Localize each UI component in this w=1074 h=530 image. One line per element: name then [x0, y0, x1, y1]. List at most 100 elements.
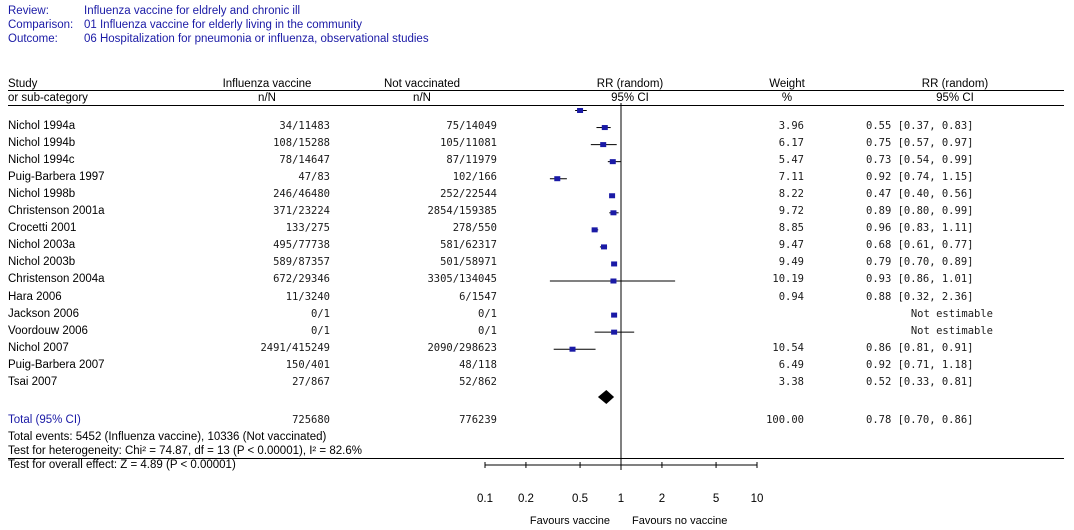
control-events: 87/11979 [446, 154, 497, 166]
header-rule-top [8, 90, 1064, 91]
study-marker [609, 159, 616, 165]
vaccine-events: 27/867 [292, 376, 330, 388]
study-marker [569, 346, 576, 352]
study-name: Nichol 1994b [8, 137, 76, 149]
study-weight: 10.54 [772, 342, 804, 354]
header-rr-sub: 95% CI [936, 92, 974, 104]
control-events: 0/1 [478, 325, 497, 337]
header-control: Not vaccinated [383, 78, 461, 90]
total-rr: 0.78 [0.70, 0.86] [866, 414, 974, 426]
header-plot-sub: 95% CI [611, 92, 649, 104]
comparison-label: Comparison: [8, 19, 74, 31]
footnote-rule [8, 458, 1064, 459]
header-weight-sub: % [781, 92, 793, 104]
x-tick-label: 2 [659, 493, 665, 505]
control-events: 252/22544 [440, 188, 497, 200]
study-weight: 6.49 [778, 359, 804, 371]
study-rr: 0.75 [0.57, 0.97] [866, 137, 974, 149]
control-events: 0/1 [478, 308, 497, 320]
header-vaccine: Influenza vaccine [222, 78, 312, 90]
study-name: Tsai 2007 [8, 376, 58, 388]
study-rr: 0.96 [0.83, 1.11] [866, 222, 974, 234]
study-marker [601, 244, 608, 250]
favours-control-label: Favours no vaccine [632, 515, 727, 527]
review-title: Influenza vaccine for eldrely and chroni… [84, 5, 301, 17]
total-control: 776239 [459, 414, 497, 426]
study-weight: 3.38 [778, 376, 804, 388]
control-events: 2854/159385 [427, 205, 497, 217]
vaccine-events: 0/1 [311, 325, 330, 337]
study-marker [610, 210, 617, 216]
header-study-sub: or sub-category [8, 92, 88, 104]
vaccine-events: 78/14647 [279, 154, 330, 166]
study-rr: 0.86 [0.81, 0.91] [866, 342, 974, 354]
footnote-heterogeneity: Test for heterogeneity: Chi² = 74.87, df… [8, 445, 362, 457]
study-name: Nichol 1998b [8, 188, 76, 200]
study-rr: 0.55 [0.37, 0.83] [866, 120, 974, 132]
study-rr: 0.52 [0.33, 0.81] [866, 376, 974, 388]
vaccine-events: 371/23224 [273, 205, 330, 217]
vaccine-events: 108/15288 [273, 137, 330, 149]
study-weight: 9.72 [778, 205, 804, 217]
header-control-sub: n/N [413, 92, 431, 104]
header-rule-bottom [8, 105, 1064, 106]
vaccine-events: 672/29346 [273, 273, 330, 285]
study-rr: 0.93 [0.86, 1.01] [866, 273, 974, 285]
header-weight: Weight [769, 78, 805, 90]
study-marker [610, 278, 617, 284]
total-vaccine: 725680 [292, 414, 330, 426]
study-name: Nichol 1994c [8, 154, 75, 166]
study-name: Puig-Barbera 2007 [8, 359, 105, 371]
x-tick-label: 0.2 [518, 493, 534, 505]
vaccine-events: 495/77738 [273, 239, 330, 251]
study-name: Crocetti 2001 [8, 222, 77, 234]
control-events: 2090/298623 [427, 342, 497, 354]
study-weight: 7.11 [778, 171, 804, 183]
study-marker [600, 142, 607, 148]
study-weight: 5.47 [778, 154, 804, 166]
header-plot: RR (random) [596, 78, 664, 90]
comparison-title: 01 Influenza vaccine for elderly living … [84, 19, 363, 31]
study-weight: 8.22 [778, 188, 804, 200]
study-rr: 0.89 [0.80, 0.99] [866, 205, 974, 217]
study-name: Christenson 2004a [8, 273, 105, 285]
x-tick-label: 0.5 [572, 493, 588, 505]
study-rr: Not estimable [910, 308, 993, 320]
vaccine-events: 0/1 [311, 308, 330, 320]
outcome-title: 06 Hospitalization for pneumonia or infl… [84, 33, 429, 45]
header-study: Study [8, 78, 38, 90]
study-name: Nichol 2003b [8, 256, 76, 268]
study-rr: 0.88 [0.32, 2.36] [866, 291, 974, 303]
study-marker [591, 227, 598, 233]
control-events: 581/62317 [440, 239, 497, 251]
vaccine-events: 2491/415249 [260, 342, 330, 354]
study-rr: 0.73 [0.54, 0.99] [866, 154, 974, 166]
footnote-total-events: Total events: 5452 (Influenza vaccine), … [8, 431, 327, 443]
study-weight: 3.96 [778, 120, 804, 132]
study-rr: Not estimable [910, 325, 993, 337]
x-tick-label: 5 [713, 493, 719, 505]
control-events: 75/14049 [446, 120, 497, 132]
control-events: 501/58971 [440, 256, 497, 268]
vaccine-events: 150/401 [285, 359, 330, 371]
x-tick-label: 1 [618, 493, 624, 505]
x-tick-label: 10 [751, 493, 764, 505]
vaccine-events: 11/3240 [285, 291, 330, 303]
study-rr: 0.92 [0.74, 1.15] [866, 171, 974, 183]
control-events: 102/166 [452, 171, 497, 183]
vaccine-events: 246/46480 [273, 188, 330, 200]
total-label: Total (95% CI) [8, 414, 81, 426]
study-rr: 0.47 [0.40, 0.56] [866, 188, 974, 200]
vaccine-events: 47/83 [298, 171, 330, 183]
study-marker [611, 312, 618, 318]
study-name: Voordouw 2006 [8, 325, 88, 337]
study-rr: 0.92 [0.71, 1.18] [866, 359, 974, 371]
study-marker [609, 193, 616, 199]
vaccine-events: 589/87357 [273, 256, 330, 268]
pooled-diamond [597, 390, 615, 404]
study-name: Christenson 2001a [8, 205, 105, 217]
footnote-overall-effect: Test for overall effect: Z = 4.89 (P < 0… [8, 459, 236, 471]
study-marker [601, 125, 608, 131]
study-weight: 9.47 [778, 239, 804, 251]
